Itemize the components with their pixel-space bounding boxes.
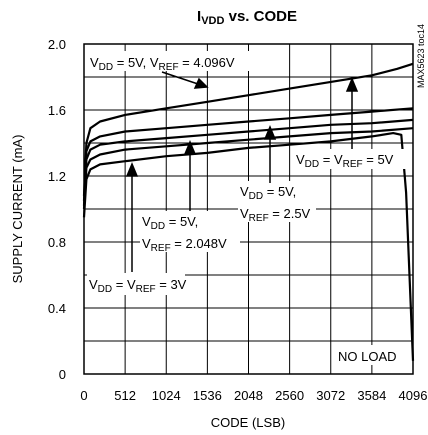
x-tick-label: 2560	[275, 388, 304, 403]
annotation-bg-6	[334, 345, 408, 365]
annotation-vdd-vref-5v: VDD = VREF = 5V	[296, 152, 394, 170]
x-tick-label: 1024	[152, 388, 181, 403]
x-tick-label: 512	[114, 388, 136, 403]
chart-title: IVDD vs. CODE	[197, 8, 297, 27]
y-tick-label: 1.6	[48, 103, 66, 118]
x-tick-labels: 0 512 1024 1536 2048 2560 3072 3584 4096	[80, 388, 427, 403]
arrow-head-3	[263, 125, 277, 140]
annotations: VDD = 5V, VREF = 4.096V VDD = VREF = 5V …	[89, 55, 397, 364]
y-tick-label: 0	[59, 367, 66, 382]
arrow-head-5	[125, 162, 139, 177]
annotation-vdd-vref-3v: VDD = VREF = 3V	[89, 277, 187, 295]
annotation-bg-4	[140, 211, 240, 252]
x-tick-label: 1536	[193, 388, 222, 403]
annotation-bg-2	[294, 149, 407, 169]
annotation-bg-5	[87, 273, 185, 295]
annotation-vdd5-vref4096: VDD = 5V, VREF = 4.096V	[90, 55, 235, 73]
x-tick-label: 3584	[357, 388, 386, 403]
series-line-4	[82, 127, 414, 210]
y-tick-label: 2.0	[48, 37, 66, 52]
arrow-head-1	[193, 77, 209, 89]
x-tick-label: 2048	[234, 388, 263, 403]
annotation-bg-3	[238, 181, 316, 222]
series-line-2	[82, 107, 414, 201]
series-line-3	[82, 118, 414, 206]
annotation-vref2048-line2: VREF = 2.048V	[142, 236, 227, 254]
arrow-head-2	[345, 77, 359, 92]
y-axis-label: SUPPLY CURRENT (mA)	[10, 135, 25, 284]
y-tick-label: 0.8	[48, 235, 66, 250]
annotation-vdd5-line1b: VDD = 5V,	[142, 214, 198, 232]
series-line-5	[82, 132, 415, 361]
x-tick-label: 3072	[316, 388, 345, 403]
y-tick-label: 1.2	[48, 169, 66, 184]
x-tick-label: 4096	[399, 388, 428, 403]
part-id-label: MAX5623 toc14	[416, 24, 426, 88]
annotation-vdd5-line1: VDD = 5V,	[240, 184, 296, 202]
annotation-bg-1	[88, 51, 282, 71]
arrow-line-1	[161, 71, 199, 85]
x-axis-label: CODE (LSB)	[211, 415, 285, 430]
y-tick-label: 0.4	[48, 301, 66, 316]
arrow-head-4	[183, 140, 197, 155]
y-tick-labels: 0 0.4 0.8 1.2 1.6 2.0	[48, 37, 66, 382]
annotation-arrows	[125, 71, 359, 272]
annotation-vref2p5-line2: VREF = 2.5V	[240, 206, 311, 224]
series-group	[82, 62, 415, 361]
series-line-1	[82, 62, 414, 196]
x-tick-label: 0	[80, 388, 87, 403]
annotation-no-load: NO LOAD	[338, 349, 397, 364]
